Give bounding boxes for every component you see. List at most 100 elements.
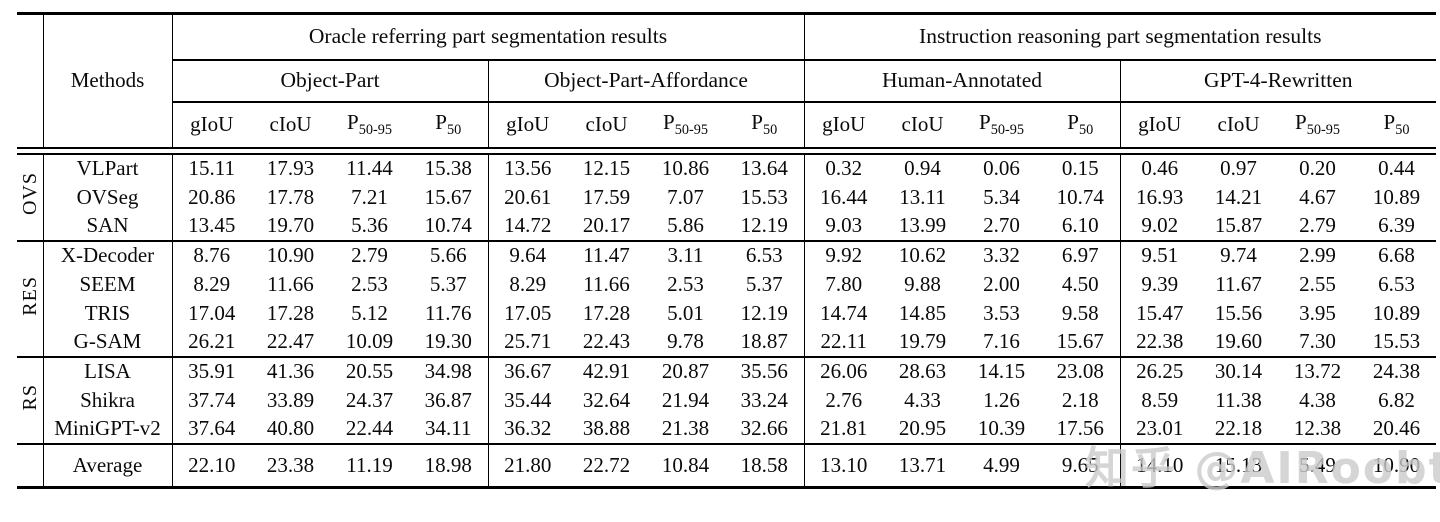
metric-value: 6.68: [1378, 243, 1415, 267]
metric-value: 16.44: [820, 184, 868, 209]
metric-value: 17.56: [1041, 414, 1121, 444]
metric-value: 22.11: [820, 329, 867, 353]
metric-value: 17.05: [504, 300, 552, 325]
metric-value: 11.66: [583, 271, 630, 296]
metric-header: gIoU: [1138, 112, 1182, 136]
metric-value: 2.99: [1299, 243, 1336, 267]
method-name: Average: [43, 443, 173, 488]
metric-value: 21.80: [504, 452, 552, 477]
metric-value: 35.91: [188, 359, 236, 383]
metric-value: 5.49: [1299, 452, 1336, 477]
group-label-header-spacer: [17, 59, 44, 102]
table-row: Average 22.10 23.38 11.19 18.98 21.80 22.72 10.…: [17, 443, 1436, 488]
metric-value: 4.38: [1299, 387, 1336, 412]
metric-value: 38.88: [582, 416, 631, 440]
metric-value: 14.85: [898, 300, 947, 325]
metric-value: 2.18: [1041, 385, 1121, 415]
metric-value: 23.08: [1041, 356, 1121, 386]
metric-value: 9.39: [1141, 271, 1179, 296]
metric-value: 22.38: [1136, 329, 1184, 353]
metric-value: 10.09: [345, 329, 394, 353]
method-name: SEEM: [43, 269, 173, 299]
metric-value: 9.64: [509, 243, 547, 267]
method-name: OVSeg: [43, 182, 173, 212]
methods-column-header: Methods: [43, 59, 173, 102]
metric-value: 41.36: [266, 359, 315, 383]
metric-value: 7.21: [351, 184, 388, 209]
metric-value: 5.34: [983, 184, 1020, 209]
group-OVS: OVS VLPart 15.11 17.93 11.44 15.38 13.56 12.15 1…: [17, 153, 1436, 241]
method-name: X-Decoder: [43, 240, 173, 270]
metric-value: 7.07: [667, 184, 704, 209]
metric-value: 20.87: [661, 359, 710, 383]
metric-value: 22.43: [582, 329, 631, 353]
metric-value: 5.86: [667, 213, 704, 237]
metric-value: 14.10: [1136, 452, 1184, 477]
metric-value: 6.39: [1378, 213, 1415, 237]
metric-value: 15.67: [1041, 327, 1121, 357]
metric-value: 15.53: [725, 182, 805, 212]
metric-value: 15.13: [1214, 452, 1263, 477]
metric-value: 5.37: [409, 269, 489, 299]
metric-value: 17.28: [266, 300, 315, 325]
metric-value: 15.47: [1136, 300, 1184, 325]
group-label-header-spacer: [17, 101, 44, 148]
metric-value: 20.17: [582, 213, 631, 237]
metric-header: P50-95: [1295, 110, 1340, 138]
metric-value: 10.74: [409, 211, 489, 241]
metric-value: 19.30: [409, 327, 489, 357]
table-row: OVSeg 20.86 17.78 7.21 15.67 20.61 17.59 7.07 15…: [17, 182, 1436, 212]
header-row-metrics: gIoU cIoU P50-95 P50 gIoU cIoU P50-95 P50 gIoU cI…: [17, 101, 1436, 148]
metric-header: cIoU: [901, 112, 944, 136]
metric-value: 10.90: [1372, 452, 1421, 477]
metric-value: 35.44: [504, 387, 552, 412]
metric-value: 20.46: [1372, 416, 1421, 440]
group-label: [17, 443, 44, 488]
section-title-instruction: Instruction reasoning part segmentation …: [804, 13, 1436, 61]
metric-value: 9.74: [1220, 243, 1257, 267]
metric-value: 28.63: [898, 359, 947, 383]
metric-value: 0.97: [1220, 156, 1257, 180]
metric-value: 6.10: [1041, 211, 1121, 241]
header-row-sections: Oracle referring part segmentation resul…: [17, 13, 1436, 61]
group-average: Average 22.10 23.38 11.19 18.98 21.80 22.72 10.…: [17, 443, 1436, 488]
metric-value: 9.51: [1141, 243, 1179, 267]
metric-value: 21.94: [661, 387, 710, 412]
metric-value: 5.37: [725, 269, 805, 299]
group-RES: RES X-Decoder 8.76 10.90 2.79 5.66 9.64 11.47 3.…: [17, 240, 1436, 357]
metric-value: 40.80: [266, 416, 315, 440]
metric-value: 35.56: [725, 356, 805, 386]
metric-value: 19.79: [898, 329, 947, 353]
table-row: TRIS 17.04 17.28 5.12 11.76 17.05 17.28 5.01 12.…: [17, 298, 1436, 328]
metric-value: 3.32: [983, 243, 1020, 267]
metric-value: 14.21: [1214, 184, 1263, 209]
metric-value: 10.39: [977, 416, 1026, 440]
table-row: Shikra 37.74 33.89 24.37 36.87 35.44 32.64 21.9…: [17, 385, 1436, 415]
metric-value: 0.15: [1041, 153, 1121, 183]
metric-value: 10.84: [661, 452, 710, 477]
table-header: Oracle referring part segmentation resul…: [17, 13, 1436, 148]
metric-value: 9.65: [1041, 443, 1121, 488]
metric-header: cIoU: [269, 112, 312, 136]
metric-value: 20.95: [898, 416, 947, 440]
metric-value: 0.32: [825, 156, 863, 180]
metric-value: 33.89: [266, 387, 315, 412]
table-row: RS LISA 35.91 41.36 20.55 34.98 36.67 42.91 20.8…: [17, 356, 1436, 444]
metric-value: 2.53: [351, 271, 388, 296]
metric-value: 6.82: [1378, 387, 1415, 412]
metric-value: 12.19: [725, 211, 805, 241]
metric-value: 9.88: [904, 271, 941, 296]
metric-value: 15.53: [1372, 329, 1421, 353]
metric-value: 9.03: [825, 213, 863, 237]
metric-value: 7.30: [1299, 329, 1336, 353]
metric-value: 0.06: [983, 156, 1020, 180]
metric-header: cIoU: [585, 112, 628, 136]
metric-value: 9.92: [825, 243, 863, 267]
header-row-subsections: Methods Object-Part Object-Part-Affordan…: [17, 59, 1436, 103]
metric-value: 2.76: [825, 387, 863, 412]
metric-value: 4.67: [1299, 184, 1336, 209]
group-label-text: RES: [18, 275, 41, 316]
metric-header: P50: [1383, 110, 1410, 138]
metric-value: 26.06: [820, 359, 868, 383]
metric-value: 36.87: [409, 385, 489, 415]
